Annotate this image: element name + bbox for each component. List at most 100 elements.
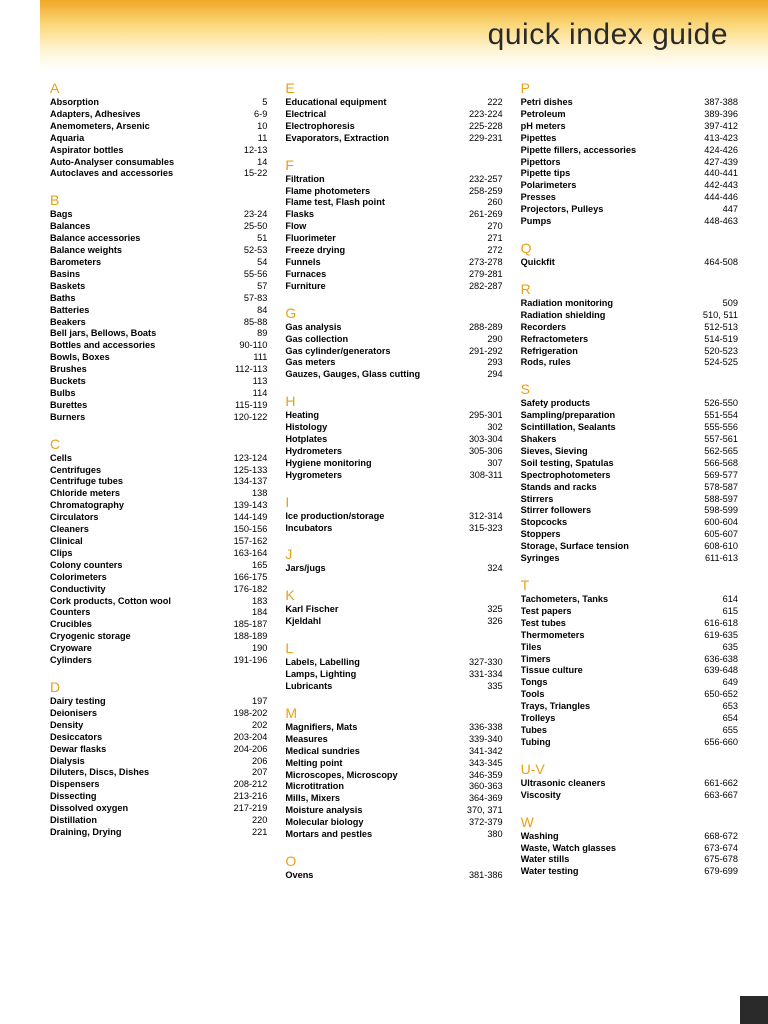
index-entry-label: Petroleum	[521, 109, 696, 121]
index-entry-label: Soil testing, Spatulas	[521, 458, 696, 470]
index-entry: Barometers54	[50, 257, 267, 269]
index-entry: Spectrophotometers569-577	[521, 470, 738, 482]
index-entry: Gauzes, Gauges, Glass cutting294	[285, 369, 502, 381]
index-entry-pages: 387-388	[696, 97, 738, 109]
index-entry-pages: 217-219	[225, 803, 267, 815]
index-entry-pages: 598-599	[696, 505, 738, 517]
index-entry: Microtitration360-363	[285, 781, 502, 793]
index-entry: Safety products526-550	[521, 398, 738, 410]
index-entry-pages: 578-587	[696, 482, 738, 494]
index-entry-pages: 190	[225, 643, 267, 655]
index-entry: Bowls, Boxes111	[50, 352, 267, 364]
index-entry: Pipettes413-423	[521, 133, 738, 145]
index-entry-pages: 611-613	[696, 553, 738, 565]
index-entry-label: Aspirator bottles	[50, 145, 225, 157]
index-entry-pages: 12-13	[225, 145, 267, 157]
index-entry-label: Water testing	[521, 866, 696, 878]
index-entry: Labels, Labelling327-330	[285, 657, 502, 669]
index-entry: Dairy testing197	[50, 696, 267, 708]
index-entry-pages: 397-412	[696, 121, 738, 133]
index-entry-label: Evaporators, Extraction	[285, 133, 460, 145]
index-entry-pages: 166-175	[225, 572, 267, 584]
index-entry-pages: 6-9	[225, 109, 267, 121]
index-entry: Soil testing, Spatulas566-568	[521, 458, 738, 470]
index-entry-pages: 339-340	[461, 734, 503, 746]
index-entry: Furnaces279-281	[285, 269, 502, 281]
index-entry: Storage, Surface tension608-610	[521, 541, 738, 553]
index-entry-label: Sampling/preparation	[521, 410, 696, 422]
index-entry-label: Storage, Surface tension	[521, 541, 696, 553]
index-entry-label: Bottles and accessories	[50, 340, 225, 352]
index-entry-label: Lamps, Lighting	[285, 669, 460, 681]
section-letter: I	[285, 494, 502, 510]
index-entry: Incubators315-323	[285, 523, 502, 535]
index-entry: Stirrers588-597	[521, 494, 738, 506]
index-entry-pages: 325	[461, 604, 503, 616]
index-entry-label: Waste, Watch glasses	[521, 843, 696, 855]
index-entry-label: Cryogenic storage	[50, 631, 225, 643]
index-entry-label: Desiccators	[50, 732, 225, 744]
index-entry: Kjeldahl326	[285, 616, 502, 628]
index-entry-pages: 520-523	[696, 346, 738, 358]
index-entry: Freeze drying272	[285, 245, 502, 257]
index-entry-pages: 336-338	[461, 722, 503, 734]
index-entry: Projectors, Pulleys447	[521, 204, 738, 216]
index-entry-label: Stands and racks	[521, 482, 696, 494]
index-entry-label: Density	[50, 720, 225, 732]
index-entry-label: Fluorimeter	[285, 233, 460, 245]
section-letter: O	[285, 853, 502, 869]
section-letter: C	[50, 436, 267, 452]
index-entry: Cells123-124	[50, 453, 267, 465]
index-entry-label: Hotplates	[285, 434, 460, 446]
index-entry-pages: 261-269	[461, 209, 503, 221]
index-entry-pages: 291-292	[461, 346, 503, 358]
index-entry: Sieves, Sieving562-565	[521, 446, 738, 458]
index-entry-pages: 10	[225, 121, 267, 133]
index-entry-label: Recorders	[521, 322, 696, 334]
index-entry: Tubes655	[521, 725, 738, 737]
index-entry-pages: 207	[225, 767, 267, 779]
index-entry-label: Washing	[521, 831, 696, 843]
index-entry-pages: 191-196	[225, 655, 267, 667]
index-entry-label: Karl Fischer	[285, 604, 460, 616]
index-entry-pages: 225-228	[461, 121, 503, 133]
index-entry-pages: 5	[225, 97, 267, 109]
index-entry-pages: 614	[696, 594, 738, 606]
index-entry: Medical sundries341-342	[285, 746, 502, 758]
index-entry-pages: 526-550	[696, 398, 738, 410]
index-entry: Dialysis206	[50, 756, 267, 768]
index-entry: Colony counters165	[50, 560, 267, 572]
index-entry: Brushes112-113	[50, 364, 267, 376]
index-entry: Balances25-50	[50, 221, 267, 233]
index-entry-pages: 335	[461, 681, 503, 693]
index-entry-label: Bags	[50, 209, 225, 221]
page-corner-tab	[740, 996, 768, 1024]
index-entry-pages: 555-556	[696, 422, 738, 434]
index-entry-pages: 113	[225, 376, 267, 388]
index-entry-label: Trays, Triangles	[521, 701, 696, 713]
index-entry: Melting point343-345	[285, 758, 502, 770]
index-entry-label: Magnifiers, Mats	[285, 722, 460, 734]
index-entry-pages: 157-162	[225, 536, 267, 548]
index-entry-label: Kjeldahl	[285, 616, 460, 628]
page-title: quick index guide	[488, 18, 728, 52]
index-entry-pages: 381-386	[461, 870, 503, 882]
index-entry: Magnifiers, Mats336-338	[285, 722, 502, 734]
index-entry-label: Water stills	[521, 854, 696, 866]
index-entry-pages: 675-678	[696, 854, 738, 866]
index-entry-label: Cork products, Cotton wool	[50, 596, 225, 608]
index-entry-pages: 635	[696, 642, 738, 654]
index-entry-pages: 85-88	[225, 317, 267, 329]
index-entry-pages: 271	[461, 233, 503, 245]
index-entry-label: Dissecting	[50, 791, 225, 803]
index-entry: Moisture analysis370, 371	[285, 805, 502, 817]
index-entry: Educational equipment222	[285, 97, 502, 109]
index-entry-pages: 150-156	[225, 524, 267, 536]
index-entry: Electrophoresis225-228	[285, 121, 502, 133]
index-entry: Stands and racks578-587	[521, 482, 738, 494]
section-letter: R	[521, 281, 738, 297]
index-entry-pages: 188-189	[225, 631, 267, 643]
index-entry: Stoppers605-607	[521, 529, 738, 541]
index-entry-pages: 163-164	[225, 548, 267, 560]
section-letter: D	[50, 679, 267, 695]
